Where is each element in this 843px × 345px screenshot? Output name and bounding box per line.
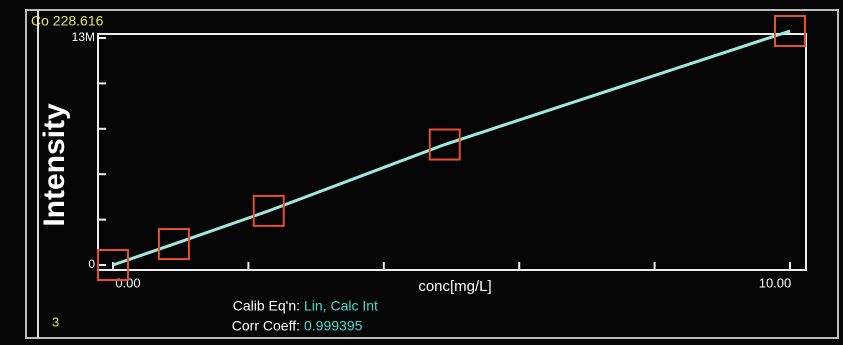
equation-label: Calib Eq'n: [233,298,300,314]
chart: Co 228.616 Intensity conc[mg/L] 3 Calib … [0,0,843,345]
x-tick-label: 10.00 [759,275,792,290]
y-tick-label: 0 [88,257,95,271]
coeff-label: Corr Coeff: [232,318,300,334]
y-axis-label: Intensity [38,103,71,227]
page: Co 228.616 Intensity conc[mg/L] 3 Calib … [0,0,843,345]
coeff-value: 0.999395 [304,318,363,334]
x-axis-label: conc[mg/L] [418,278,491,295]
y-tick-label: 13M [72,30,95,44]
equation-value: Lin, Calc Int [304,298,378,314]
corner-label: 3 [52,314,59,329]
chart-title: Co 228.616 [31,13,104,29]
